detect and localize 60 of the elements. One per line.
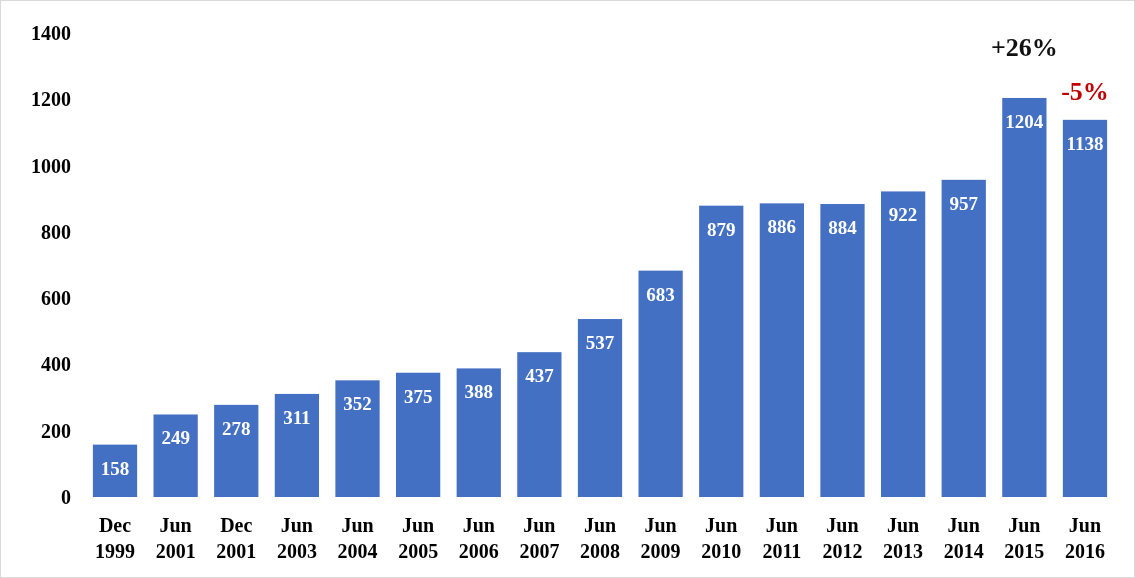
data-label: 437 xyxy=(525,365,555,387)
data-label: 957 xyxy=(949,192,979,214)
x-tick-label: Dec 1999 xyxy=(95,514,136,562)
bar xyxy=(274,393,320,497)
x-tick-label: Jun 2011 xyxy=(762,514,802,562)
bar xyxy=(759,203,804,497)
x-tick-label: Jun 2004 xyxy=(337,514,378,562)
bar xyxy=(214,404,259,497)
x-tick-label: Jun 2013 xyxy=(883,514,924,562)
x-tick-label: Jun 2012 xyxy=(822,514,863,562)
x-tick-label: Jun 2009 xyxy=(640,514,681,562)
data-label: 311 xyxy=(283,406,311,428)
bar xyxy=(880,191,926,497)
x-tick-label: Jun 2007 xyxy=(519,514,560,562)
x-tick-label: Jun 2016 xyxy=(1064,514,1105,562)
y-tick-label: 600 xyxy=(41,287,71,310)
y-tick-label: 0 xyxy=(61,486,71,508)
bar xyxy=(456,368,501,497)
bar xyxy=(577,319,623,497)
x-tick-label: Jun 2003 xyxy=(276,514,317,562)
bar xyxy=(1062,119,1108,497)
data-label: 158 xyxy=(100,457,130,479)
bar xyxy=(1002,97,1047,497)
data-label: 683 xyxy=(646,283,675,305)
bar xyxy=(396,372,441,497)
x-tick-label: Jun 2006 xyxy=(458,514,499,562)
x-tick-label: Jun 2005 xyxy=(398,514,439,562)
annotation: -5% xyxy=(1061,76,1109,106)
data-label: 1138 xyxy=(1066,132,1104,154)
x-tick-label: Jun 2008 xyxy=(580,514,620,562)
data-label: 879 xyxy=(707,218,736,240)
data-label: 1204 xyxy=(1005,110,1044,132)
data-label: 352 xyxy=(343,393,372,415)
data-label: 922 xyxy=(888,204,918,226)
data-label: 886 xyxy=(767,216,797,238)
x-tick-label: Jun 2014 xyxy=(943,514,984,562)
y-tick-label: 800 xyxy=(41,220,71,243)
y-tick-label: 1400 xyxy=(31,22,71,44)
x-tick-label: Jun 2015 xyxy=(1004,514,1045,562)
y-tick-label: 1200 xyxy=(31,88,71,111)
x-tick-label: Dec 2001 xyxy=(216,514,257,562)
data-label: 375 xyxy=(403,385,433,407)
bar xyxy=(638,270,683,497)
x-tick-label: Jun 2010 xyxy=(701,514,742,562)
y-tick-label: 1000 xyxy=(31,154,71,177)
y-tick-label: 200 xyxy=(41,419,71,442)
annotation: +26% xyxy=(990,32,1058,62)
bar xyxy=(153,414,198,497)
bar xyxy=(820,204,865,497)
data-label: 278 xyxy=(222,417,251,439)
bar xyxy=(941,179,986,497)
bar xyxy=(335,380,380,497)
data-label: 249 xyxy=(161,427,190,449)
bar xyxy=(699,205,744,497)
data-label: 537 xyxy=(585,332,615,354)
bar xyxy=(517,352,562,497)
x-tick-label: Jun 2001 xyxy=(155,514,196,562)
data-label: 884 xyxy=(828,217,858,239)
y-tick-label: 400 xyxy=(41,353,71,376)
data-label: 388 xyxy=(464,381,493,403)
